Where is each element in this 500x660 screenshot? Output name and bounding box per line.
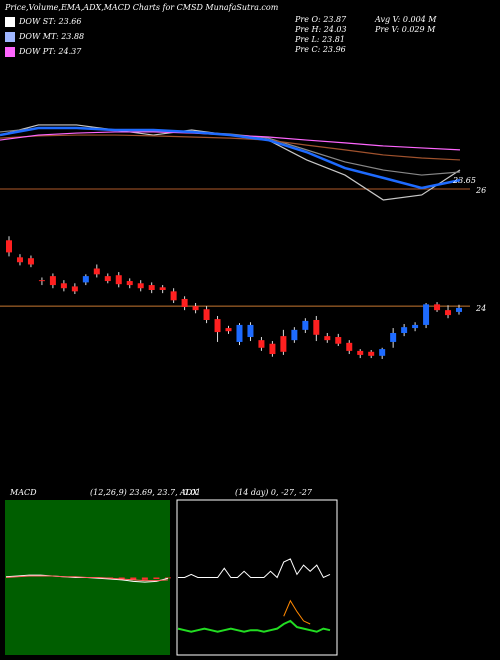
candle-body (60, 283, 67, 289)
candle-body (368, 351, 375, 356)
candle-body (126, 281, 133, 286)
price-info: Pre O: 23.87 (294, 15, 347, 24)
candle-body (203, 309, 210, 320)
adx-params: (14 day) 0, -27, -27 (235, 488, 313, 497)
candle-body (269, 343, 276, 355)
price-info: Pre C: 23.96 (294, 45, 346, 54)
macd-histogram-bar (165, 577, 171, 579)
candle-body (27, 258, 34, 265)
candle-body (16, 257, 23, 263)
candle-body (412, 324, 419, 329)
candle-body (236, 324, 243, 342)
ema-label: 26 (475, 186, 486, 195)
legend-swatch (5, 32, 15, 42)
page-title: Price,Volume,EMA,ADX,MACD Charts for CMS… (4, 3, 279, 12)
candle-body (225, 328, 232, 332)
candle-body (192, 306, 199, 311)
candle-body (445, 310, 452, 316)
candle-body (82, 276, 89, 283)
y-tick-label: 24 (475, 304, 486, 313)
legend-swatch (5, 17, 15, 27)
candle-body (434, 304, 441, 311)
price-info: Pre L: 23.81 (294, 35, 345, 44)
candle-body (137, 283, 144, 289)
macd-label: MACD (9, 488, 37, 497)
candle-body (93, 268, 100, 275)
candle-body (280, 336, 287, 352)
candle-body (170, 291, 177, 301)
macd-histogram-bar (141, 577, 148, 580)
macd-line (5, 575, 169, 582)
candle-body (148, 285, 155, 290)
candle-body (159, 287, 166, 290)
candle-body (346, 342, 353, 351)
candle-body (115, 275, 122, 285)
ema-line (0, 126, 461, 190)
candle-body (214, 319, 221, 333)
adx-label: ADX (179, 488, 198, 497)
candle-body (181, 298, 188, 308)
legend-label: DOW PT: 24.37 (18, 47, 82, 56)
ema-label: 23.65 (452, 176, 476, 185)
candle-body (258, 340, 265, 348)
candle-body (247, 324, 254, 338)
candle-body (6, 240, 12, 253)
legend-label: DOW MT: 23.88 (18, 32, 84, 41)
candle-body (379, 349, 386, 356)
macd-params: (12,26,9) 23.69, 23.7, -0.01 (90, 488, 201, 497)
adx-line (178, 558, 331, 579)
legend-label: DOW ST: 23.66 (18, 17, 81, 26)
adx-line (283, 599, 311, 625)
candle-body (423, 304, 430, 325)
price-info: Pre H: 24.03 (294, 25, 347, 34)
legend-swatch (5, 47, 15, 57)
candle-body (390, 332, 397, 342)
candle-body (401, 327, 408, 333)
candle-body (357, 350, 364, 355)
price-info: Avg V: 0.004 M (374, 15, 437, 24)
candle-body (291, 329, 298, 341)
macd-histogram-bar (153, 577, 160, 580)
candle-body (71, 286, 78, 292)
candle-body (313, 320, 320, 335)
candle-body (104, 276, 111, 282)
candle-body (335, 337, 342, 344)
price-info: Pre V: 0.029 M (374, 25, 436, 34)
ema-line (0, 134, 461, 161)
candle-body (38, 280, 45, 282)
candle-body (49, 276, 56, 286)
candle-body (324, 336, 331, 341)
candle-body (456, 307, 462, 312)
macd-histogram-bar (130, 577, 137, 580)
adx-line (177, 619, 331, 633)
candle-body (302, 320, 309, 330)
